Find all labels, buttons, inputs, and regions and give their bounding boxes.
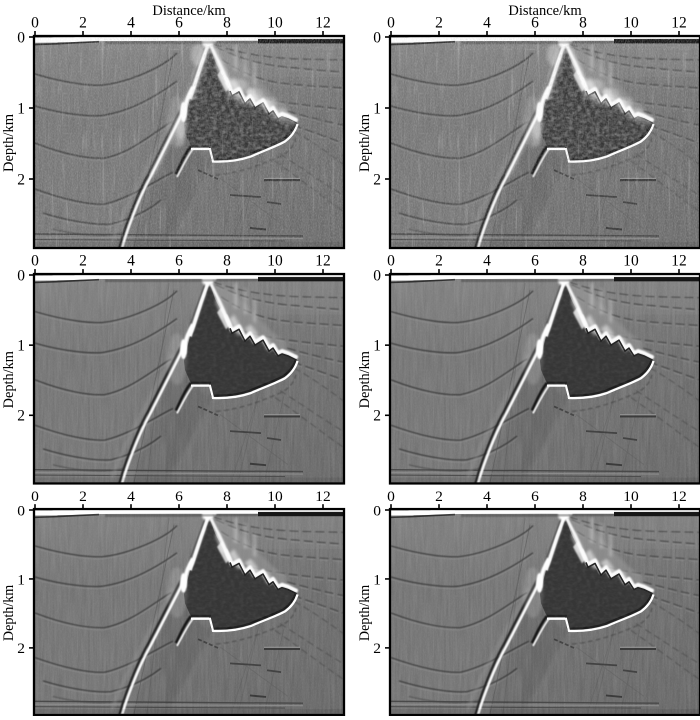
svg-text:Distance/km: Distance/km xyxy=(152,3,226,19)
svg-text:Distance/km: Distance/km xyxy=(508,3,582,19)
